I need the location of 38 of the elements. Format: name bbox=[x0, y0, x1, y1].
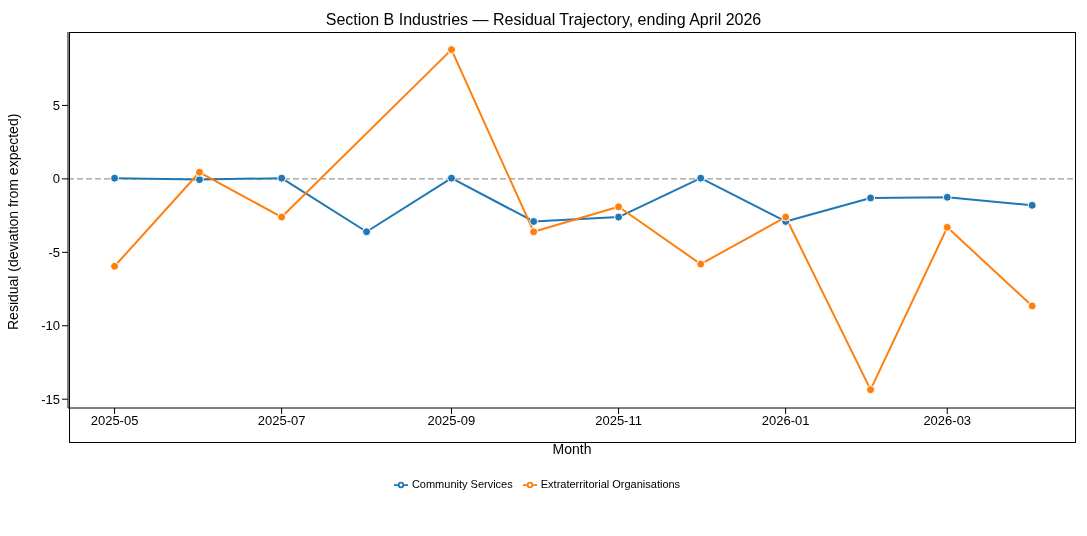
point bbox=[1027, 200, 1037, 210]
y-tick-label: 5 bbox=[52, 98, 60, 114]
point bbox=[277, 173, 287, 183]
point bbox=[194, 167, 204, 177]
point bbox=[446, 173, 456, 183]
point bbox=[529, 216, 539, 226]
point bbox=[696, 259, 706, 269]
point bbox=[110, 173, 120, 183]
point bbox=[529, 227, 539, 237]
y-tick-label: -15 bbox=[41, 391, 60, 407]
point bbox=[866, 193, 876, 203]
x-axis-title: Month bbox=[552, 441, 592, 457]
point bbox=[110, 261, 120, 271]
x-tick-label: 2025-09 bbox=[427, 413, 476, 429]
point bbox=[362, 227, 372, 237]
point bbox=[194, 175, 204, 185]
legend-label: Community Services bbox=[411, 478, 513, 490]
y-tick-label: 0 bbox=[52, 171, 60, 187]
y-tick-label: -10 bbox=[41, 318, 60, 334]
x-tick-label: 2026-01 bbox=[761, 413, 810, 429]
legend-label: Extraterritorial Organisations bbox=[540, 478, 681, 490]
point bbox=[942, 192, 952, 202]
point bbox=[942, 222, 952, 232]
y-axis-title: Residual (deviation from expected) bbox=[4, 113, 21, 330]
point bbox=[781, 212, 791, 222]
x-tick-label: 2026-03 bbox=[923, 413, 972, 429]
point bbox=[277, 212, 287, 222]
point bbox=[446, 45, 456, 55]
point bbox=[866, 385, 876, 395]
point bbox=[1027, 301, 1037, 311]
point bbox=[696, 173, 706, 183]
point bbox=[614, 202, 624, 212]
point bbox=[614, 212, 624, 222]
y-tick-label: -5 bbox=[48, 244, 60, 260]
x-tick-label: 2025-05 bbox=[90, 413, 139, 429]
x-tick-label: 2025-11 bbox=[595, 413, 642, 429]
x-tick-label: 2025-07 bbox=[257, 413, 306, 429]
chart-title: Section B Industries — Residual Trajectory, ending April 2026 bbox=[324, 10, 763, 30]
